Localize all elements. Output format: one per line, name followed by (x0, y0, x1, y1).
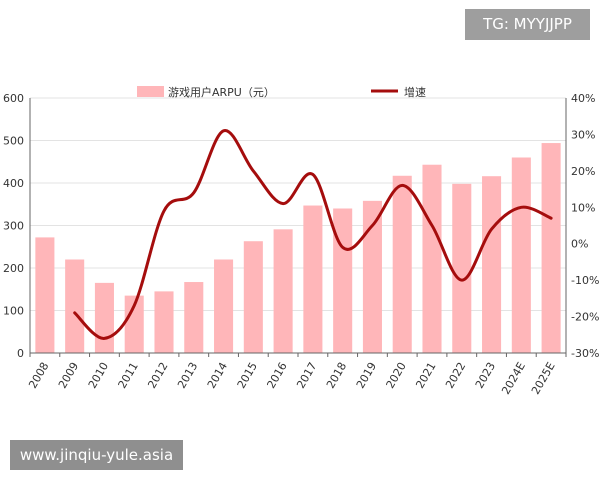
left-tick-label-3: 300 (3, 220, 24, 233)
legend-label-arpu: 游戏用户ARPU（元） (168, 85, 275, 99)
x-tick-label-2010: 2010 (86, 360, 111, 391)
x-tick-label-2014: 2014 (205, 360, 230, 391)
bar-series (35, 143, 561, 353)
bar-2025E (541, 143, 561, 353)
bar-2024E (511, 157, 531, 353)
watermark-bottom: www.jinqiu-yule.asia (10, 440, 183, 470)
right-tick-label-5: 20% (571, 165, 595, 178)
grid-lines (30, 97, 566, 311)
right-tick-label-4: 10% (571, 201, 595, 214)
bar-2012 (154, 291, 174, 353)
x-tick-label-2015: 2015 (235, 360, 260, 391)
legend: 游戏用户ARPU（元） 增速 (137, 85, 426, 99)
left-tick-label-4: 400 (3, 177, 24, 190)
bar-2008 (35, 237, 55, 353)
bar-2019 (362, 200, 382, 353)
left-axis-ticks: 0 100 200 300 400 500 600 (3, 92, 24, 360)
x-axis-ticks: 2008 2009 2010 2011 2012 2013 2014 2015 2016 2017… (26, 360, 558, 397)
x-tick-label-2019: 2019 (354, 360, 379, 391)
x-tick-label-2012: 2012 (145, 360, 170, 391)
left-tick-label-6: 600 (3, 92, 24, 105)
legend-label-growth: 增速 (404, 85, 426, 99)
x-tick-label-2008: 2008 (26, 360, 51, 391)
x-tick-label-2023: 2023 (473, 360, 498, 391)
x-tick-label-2016: 2016 (264, 360, 289, 391)
bar-2016 (273, 229, 293, 353)
axes (29, 98, 567, 357)
x-tick-label-2013: 2013 (175, 360, 200, 391)
line-series (73, 129, 553, 340)
right-tick-label-2: -10% (571, 274, 599, 287)
bar-2011 (124, 295, 144, 353)
bar-2018 (333, 208, 353, 353)
bar-2009 (65, 259, 85, 353)
x-tick-label-2025E: 2025E (529, 360, 558, 397)
right-tick-label-0: -30% (571, 347, 599, 360)
bar-2020 (392, 175, 412, 353)
x-tick-label-2021: 2021 (413, 360, 438, 391)
left-tick-label-1: 100 (3, 305, 24, 318)
left-tick-label-2: 200 (3, 262, 24, 275)
x-tick-label-2022: 2022 (443, 360, 468, 391)
x-tick-label-2024E: 2024E (499, 360, 528, 397)
bar-2022 (452, 183, 472, 353)
bar-2023 (482, 176, 502, 353)
right-tick-label-1: -20% (571, 311, 599, 324)
legend-swatch-arpu (137, 86, 164, 97)
x-tick-label-2020: 2020 (384, 360, 409, 391)
left-tick-label-5: 500 (3, 135, 24, 148)
right-tick-label-6: 30% (571, 128, 595, 141)
x-tick-label-2011: 2011 (116, 360, 141, 391)
left-tick-label-0: 0 (17, 347, 24, 360)
x-tick-label-2017: 2017 (294, 360, 319, 391)
bar-2015 (243, 241, 263, 353)
bar-2014 (214, 259, 234, 353)
right-axis-ticks: -30% -20% -10% 0% 10% 20% 30% 40% (571, 92, 599, 360)
watermark-top: TG: MYYJJPP (465, 9, 590, 40)
bar-2017 (303, 205, 323, 353)
bar-2010 (94, 282, 114, 353)
x-tick-label-2018: 2018 (324, 360, 349, 391)
right-tick-label-7: 40% (571, 92, 595, 105)
x-tick-label-2009: 2009 (56, 360, 81, 391)
bar-2013 (184, 282, 204, 353)
bar-2021 (422, 164, 442, 353)
right-tick-label-3: 0% (571, 238, 588, 251)
